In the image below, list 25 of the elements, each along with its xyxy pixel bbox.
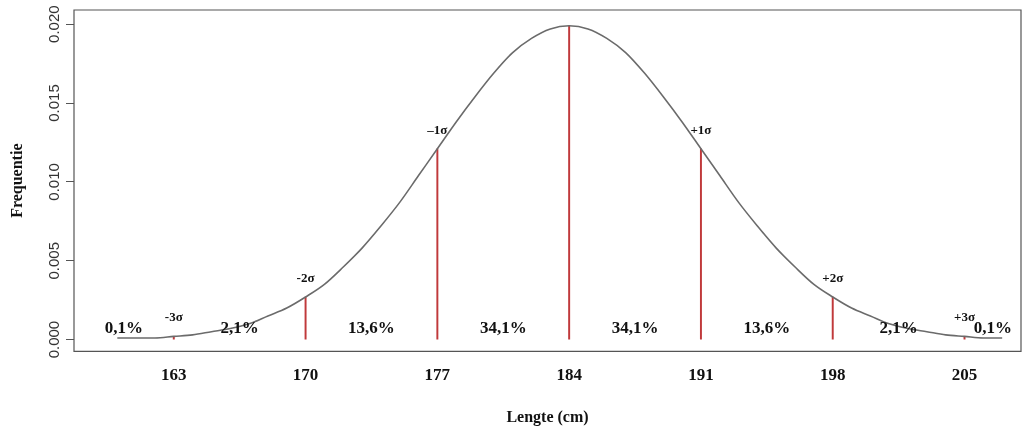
x-tick-label: 198 bbox=[819, 364, 846, 384]
annotation: 0,1% bbox=[104, 318, 144, 338]
y-tick-label: 0.000 bbox=[44, 320, 62, 359]
y-tick-label: 0.010 bbox=[44, 163, 62, 201]
annotation: –1σ bbox=[426, 121, 448, 137]
y-axis-title: Frequentie bbox=[7, 143, 26, 218]
annotation: 34,1% bbox=[479, 318, 527, 338]
annotation: -3σ bbox=[164, 309, 183, 325]
annotation: 34,1% bbox=[611, 318, 659, 338]
y-tick-label: 0.015 bbox=[44, 84, 62, 122]
annotation: 13,6% bbox=[743, 318, 791, 338]
annotation: +1σ bbox=[690, 121, 712, 137]
y-tick-label: 0.020 bbox=[44, 5, 62, 43]
x-tick-label: 177 bbox=[424, 364, 451, 384]
x-tick-label: 205 bbox=[951, 364, 978, 384]
x-axis-title: Lengte (cm) bbox=[506, 407, 589, 426]
x-tick-label: 163 bbox=[161, 364, 187, 384]
annotation: +3σ bbox=[954, 309, 976, 325]
annotation: -2σ bbox=[296, 269, 315, 285]
x-tick-label: 191 bbox=[688, 364, 714, 384]
annotation: 13,6% bbox=[348, 318, 395, 338]
x-tick-label: 170 bbox=[292, 364, 319, 384]
x-tick-label: 184 bbox=[556, 364, 583, 384]
y-tick-label: 0.005 bbox=[44, 241, 62, 280]
annotation: +2σ bbox=[822, 269, 844, 285]
